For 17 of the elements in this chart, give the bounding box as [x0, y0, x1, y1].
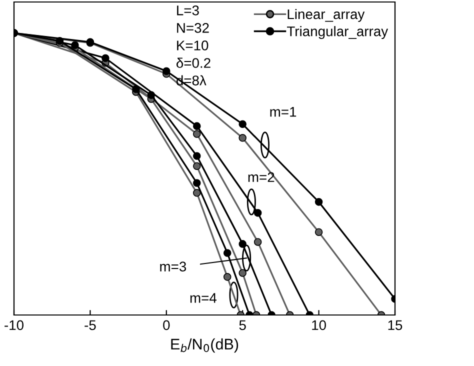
annotation: m=4 [190, 293, 216, 303]
x-axis-title: E$_{b}$/N$_{0}$(dB) [171, 338, 238, 353]
x-tick-label: 10 [312, 320, 326, 330]
x-tick-label: -10 [4, 320, 24, 330]
annotation: K=10 [177, 40, 208, 50]
x-tick-label: 15 [388, 320, 402, 330]
legend-label: Linear_array [288, 8, 365, 22]
annotation: m=1 [270, 107, 296, 117]
annotation: δ=0.2 [176, 58, 210, 68]
text: L=3 [177, 5, 199, 16]
legend-label: Triangular_array [287, 26, 388, 40]
x-tick-label: 0 [163, 320, 170, 330]
annotation: m=2 [248, 172, 274, 182]
text: N=32 [177, 23, 209, 33]
annotation: m=3 [160, 262, 186, 272]
x-tick-label: -5 [84, 320, 96, 330]
x-tick-label: 5 [239, 320, 246, 330]
